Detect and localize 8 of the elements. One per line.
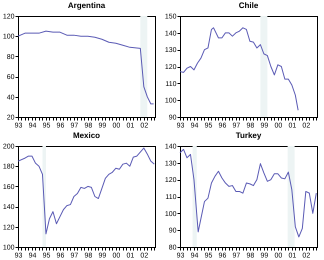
chart-title: Argentina: [68, 1, 106, 10]
line-series: [18, 30, 154, 104]
line-series: [18, 148, 155, 234]
line-series: [180, 148, 317, 238]
line-series: [180, 27, 299, 111]
chart-title: Turkey: [236, 131, 262, 140]
chart-title: Chile: [238, 1, 259, 10]
chart-title: Mexico: [72, 131, 100, 140]
